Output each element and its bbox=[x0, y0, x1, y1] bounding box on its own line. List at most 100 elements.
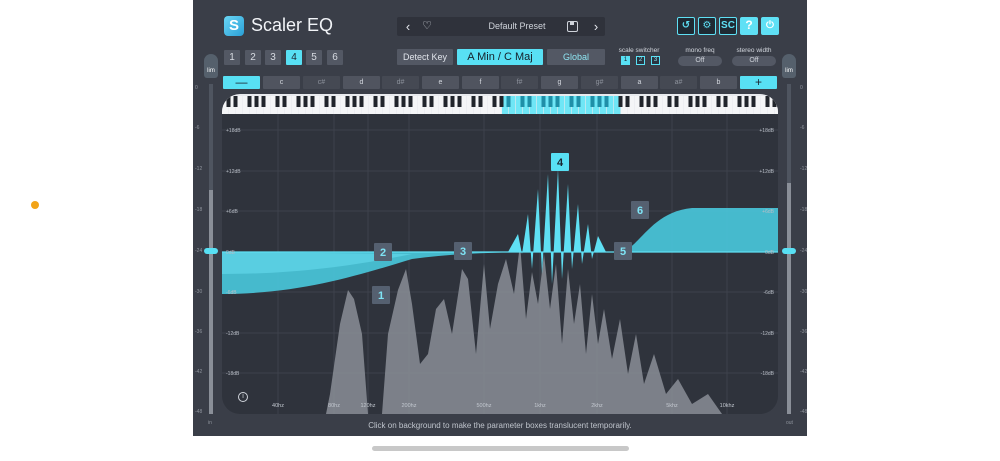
piano-white-key bbox=[257, 96, 264, 114]
piano-black-key bbox=[373, 96, 378, 107]
remove-note-button[interactable]: — bbox=[223, 76, 260, 89]
piano-white-key bbox=[292, 96, 299, 114]
band-1-button[interactable]: 1 bbox=[224, 50, 240, 65]
input-meter: lim bbox=[204, 54, 218, 426]
output-meter-tick: -6 bbox=[800, 125, 805, 131]
scale-3-button[interactable]: 3 bbox=[651, 56, 660, 65]
scale-1-button[interactable]: 1 bbox=[621, 56, 630, 65]
power-button[interactable]: ⏻ bbox=[761, 17, 779, 35]
input-lim-toggle[interactable]: lim bbox=[204, 54, 218, 78]
note-d-sharp[interactable]: d# bbox=[382, 76, 419, 89]
prev-preset-button[interactable]: ‹ bbox=[405, 19, 411, 34]
input-gain-slider[interactable] bbox=[204, 248, 218, 254]
eq-graph[interactable]: +18dB +12dB +6dB 0dB -6dB -12dB -18dB +18dB +12d… bbox=[222, 94, 778, 414]
detect-key-button[interactable]: Detect Key bbox=[397, 49, 453, 65]
band-6-button[interactable]: 6 bbox=[327, 50, 343, 65]
note-c[interactable]: c bbox=[263, 76, 300, 89]
freq-label: 2khz bbox=[591, 403, 603, 409]
band-4-button[interactable]: 4 bbox=[286, 50, 302, 65]
band-marker-5[interactable]: 5 bbox=[614, 242, 632, 260]
note-c-sharp[interactable]: c# bbox=[303, 76, 340, 89]
piano-white-key bbox=[754, 96, 761, 114]
note-b[interactable]: b bbox=[700, 76, 737, 89]
piano-white-key bbox=[656, 96, 663, 114]
output-meter-tick: -42 bbox=[800, 369, 808, 375]
next-preset-button[interactable]: › bbox=[593, 19, 599, 34]
piano-white-key bbox=[404, 96, 411, 114]
band-marker-2[interactable]: 2 bbox=[374, 243, 392, 261]
piano-white-key bbox=[334, 96, 341, 114]
stereo-width-toggle[interactable]: Off bbox=[732, 56, 776, 66]
input-meter-tick: -48 bbox=[195, 409, 203, 415]
piano-black-key bbox=[597, 96, 602, 107]
band-marker-1[interactable]: 1 bbox=[372, 286, 390, 304]
output-meter-tick: -24 bbox=[800, 248, 808, 254]
scale-2-button[interactable]: 2 bbox=[636, 56, 645, 65]
piano-black-key bbox=[653, 96, 658, 107]
add-note-button[interactable]: + bbox=[740, 76, 777, 89]
favorite-heart-icon[interactable]: ♡ bbox=[422, 20, 432, 32]
db-label-right: +12dB bbox=[759, 169, 774, 175]
piano-black-key bbox=[226, 96, 231, 107]
eq-low-shelf-top bbox=[222, 252, 412, 274]
global-button[interactable]: Global bbox=[547, 49, 605, 65]
eq-band-4-comb bbox=[508, 169, 606, 284]
db-label-left: +6dB bbox=[226, 209, 238, 215]
band-2-button[interactable]: 2 bbox=[245, 50, 261, 65]
piano-black-key bbox=[359, 96, 364, 107]
output-gain-slider[interactable] bbox=[782, 248, 796, 254]
piano-black-key bbox=[471, 96, 476, 107]
piano-black-key bbox=[457, 96, 462, 107]
piano-black-key bbox=[352, 96, 357, 107]
freq-label: 5khz bbox=[666, 403, 678, 409]
band-marker-3[interactable]: 3 bbox=[454, 242, 472, 260]
preset-name[interactable]: Default Preset bbox=[488, 21, 546, 31]
piano-white-key bbox=[747, 96, 754, 114]
piano-white-key bbox=[355, 96, 362, 114]
band-marker-4[interactable]: 4 bbox=[551, 153, 569, 171]
piano-white-key bbox=[635, 96, 642, 114]
piano-black-key bbox=[590, 96, 595, 107]
piano-black-key bbox=[618, 96, 623, 107]
note-d[interactable]: d bbox=[343, 76, 380, 89]
note-a-sharp[interactable]: a# bbox=[660, 76, 697, 89]
piano-white-key bbox=[264, 96, 271, 114]
piano-black-key bbox=[401, 96, 406, 107]
freq-label: 40hz bbox=[272, 403, 284, 409]
note-g-sharp[interactable]: g# bbox=[581, 76, 618, 89]
piano-white-key bbox=[348, 96, 355, 114]
scale-switcher-label: scale switcher bbox=[618, 47, 660, 54]
piano-white-key bbox=[586, 96, 593, 114]
mono-freq-toggle[interactable]: Off bbox=[678, 56, 722, 66]
info-icon[interactable]: i bbox=[238, 392, 248, 402]
note-f-sharp[interactable]: f# bbox=[501, 76, 538, 89]
piano-black-key bbox=[723, 96, 728, 107]
key-selector[interactable]: A Min / C Maj bbox=[457, 49, 543, 65]
piano-white-key bbox=[565, 96, 572, 114]
piano-white-key bbox=[579, 96, 586, 114]
output-lim-toggle[interactable]: lim bbox=[782, 54, 796, 78]
piano-white-key bbox=[628, 96, 635, 114]
sidechain-button[interactable]: SC bbox=[719, 17, 737, 35]
band-marker-label: 4 bbox=[557, 157, 564, 169]
piano-black-key bbox=[765, 96, 770, 107]
band-5-button[interactable]: 5 bbox=[306, 50, 322, 65]
note-e[interactable]: e bbox=[422, 76, 459, 89]
piano-black-key bbox=[331, 96, 336, 107]
band-3-button[interactable]: 3 bbox=[265, 50, 281, 65]
band-marker-6[interactable]: 6 bbox=[631, 201, 649, 219]
piano-black-key bbox=[751, 96, 756, 107]
piano-black-key bbox=[772, 96, 777, 107]
piano-black-key bbox=[380, 96, 385, 107]
help-button[interactable]: ? bbox=[740, 17, 758, 35]
freq-label: 1khz bbox=[534, 403, 546, 409]
note-a[interactable]: a bbox=[621, 76, 658, 89]
note-g[interactable]: g bbox=[541, 76, 578, 89]
note-f[interactable]: f bbox=[462, 76, 499, 89]
eq-display[interactable]: +18dB +12dB +6dB 0dB -6dB -12dB -18dB +18dB +12d… bbox=[222, 94, 778, 414]
save-preset-icon[interactable] bbox=[567, 21, 578, 32]
stereo-width-label: stereo width bbox=[736, 47, 772, 54]
settings-gear-button[interactable]: ⚙ bbox=[698, 17, 716, 35]
piano-black-key bbox=[310, 96, 315, 107]
undo-button[interactable]: ↺ bbox=[677, 17, 695, 35]
